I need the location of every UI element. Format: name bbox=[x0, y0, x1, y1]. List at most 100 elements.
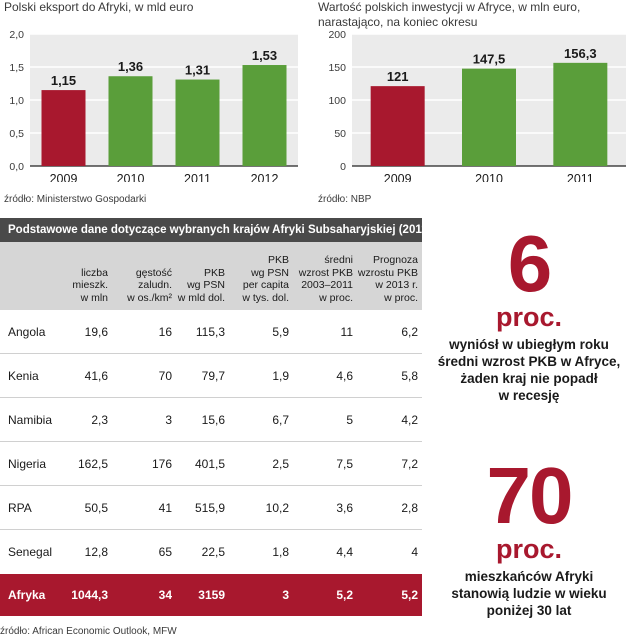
header-gdp: PKB wg PSN w mld dol. bbox=[177, 266, 225, 304]
x-tick-label: 2009 bbox=[50, 172, 78, 182]
table-cell: 41,6 bbox=[84, 368, 108, 383]
header-forecast: Prognoza wzrostu PKB w 2013 r. w proc. bbox=[357, 254, 418, 304]
table-total-row: Afryka 1044,3 34 3159 3 5,2 5,2 bbox=[0, 574, 422, 616]
table-cell: 4,2 bbox=[401, 412, 418, 427]
table-cell: 2,8 bbox=[401, 500, 418, 515]
table-cell: 5,9 bbox=[272, 324, 289, 339]
data-label: 1,31 bbox=[185, 63, 210, 78]
table-row: Nigeria 162,5 176 401,5 2,5 7,5 7,2 bbox=[0, 442, 422, 486]
table-cell: 5,8 bbox=[401, 368, 418, 383]
y-tick-label: 150 bbox=[328, 62, 346, 74]
bar bbox=[175, 79, 220, 166]
table-cell: 6,2 bbox=[401, 324, 418, 339]
y-tick-label: 100 bbox=[328, 95, 346, 107]
data-label: 147,5 bbox=[473, 52, 506, 67]
data-label: 121 bbox=[387, 69, 409, 84]
total-label: Afryka bbox=[8, 588, 46, 602]
y-tick-label: 0,5 bbox=[9, 128, 24, 140]
table-cell: 22,5 bbox=[201, 545, 225, 559]
table-cell: 11 bbox=[340, 324, 353, 339]
table-cell: 15,6 bbox=[201, 412, 225, 427]
table-cell: 10,2 bbox=[265, 500, 289, 515]
table-cell: 79,7 bbox=[201, 368, 225, 383]
table-header-row: liczba mieszk. w mln gęstość zaludn. w o… bbox=[0, 242, 422, 310]
y-tick-label: 1,5 bbox=[9, 62, 24, 74]
data-label: 156,3 bbox=[564, 46, 597, 61]
table-cell: 70 bbox=[158, 368, 172, 383]
chart1-title: Polski eksport do Afryki, w mld euro bbox=[4, 0, 194, 14]
table-cell: 1,8 bbox=[272, 545, 289, 559]
table-cell: 50,5 bbox=[84, 500, 108, 515]
x-tick-label: 2009 bbox=[384, 172, 412, 182]
stat-young-population: 70 proc. mieszkańców Afryki stanowią lud… bbox=[428, 451, 630, 619]
chart2-source: źródło: NBP bbox=[318, 194, 372, 205]
bar bbox=[108, 76, 153, 166]
table-row: Kenia 41,6 70 79,7 1,9 4,6 5,8 bbox=[0, 354, 422, 398]
table-cell: 515,9 bbox=[194, 500, 225, 515]
table-title: Podstawowe dane dotyczące wybranych kraj… bbox=[0, 218, 431, 242]
chart1-source: źródło: Ministerstwo Gospodarki bbox=[4, 194, 147, 205]
stat-gdp-growth: 6 proc. wyniósł w ubiegłym roku średni w… bbox=[428, 219, 630, 404]
data-label: 1,53 bbox=[252, 48, 277, 63]
y-tick-label: 2,0 bbox=[9, 29, 24, 41]
stat-description: mieszkańców Afryki stanowią ludzie w wie… bbox=[451, 569, 607, 618]
table-cell: 4,6 bbox=[336, 368, 353, 383]
country-name: RPA bbox=[8, 500, 32, 515]
x-tick-label: 2011 bbox=[567, 172, 594, 182]
x-tick-label: 2010 bbox=[475, 172, 503, 182]
table-cell: 115,3 bbox=[195, 324, 225, 339]
y-tick-label: 0 bbox=[340, 161, 346, 173]
table-cell: 401,5 bbox=[194, 456, 225, 471]
table-row: Namibia 2,3 3 15,6 6,7 5 4,2 bbox=[0, 398, 422, 442]
header-country bbox=[0, 242, 62, 310]
investment-bar-chart: 0 50 100 150 200 121 2009 147,5 2010 156,3 2011 bbox=[328, 29, 626, 182]
header-population: liczba mieszk. w mln bbox=[72, 266, 108, 304]
stat-number: 70 bbox=[486, 451, 574, 540]
table-cell: 1,9 bbox=[272, 368, 289, 383]
table-row: RPA 50,5 41 515,9 10,2 3,6 2,8 bbox=[0, 486, 422, 530]
table-cell: 162,5 bbox=[77, 456, 108, 471]
table-cell: 7,2 bbox=[401, 456, 418, 471]
table-cell: 5 bbox=[346, 412, 353, 427]
table-cell: 7,5 bbox=[336, 456, 353, 471]
export-bar-chart: 0,0 0,5 1,0 1,5 2,0 1,15 2009 1,36 2010 1,31 2011 1… bbox=[9, 29, 298, 182]
table-cell: 5,2 bbox=[336, 588, 353, 602]
table-cell: 12,8 bbox=[84, 545, 108, 559]
table-cell: 16 bbox=[158, 324, 172, 339]
table-cell: 2,5 bbox=[272, 456, 289, 471]
table-cell: 3,6 bbox=[336, 500, 353, 515]
stat-number: 6 bbox=[507, 219, 553, 308]
y-tick-label: 1,0 bbox=[9, 95, 24, 107]
table-cell: 176 bbox=[151, 456, 172, 471]
chart2-title: Wartość polskich inwestycji w Afryce, w … bbox=[318, 0, 581, 29]
data-label: 1,15 bbox=[51, 73, 76, 88]
stat-unit: proc. bbox=[495, 302, 562, 332]
table-cell: 6,7 bbox=[272, 412, 289, 427]
data-label: 1,36 bbox=[118, 59, 143, 74]
stat-description: wyniósł w ubiegłym roku średni wzrost PK… bbox=[437, 337, 621, 403]
table-body: Angola 19,6 16 115,3 5,9 11 6,2 Kenia 41… bbox=[0, 310, 422, 616]
country-name: Senegal bbox=[8, 545, 53, 559]
header-gdp-per-capita: PKB wg PSN per capita w tys. dol. bbox=[242, 254, 289, 304]
table-cell: 1044,3 bbox=[71, 588, 108, 602]
table-cell: 3 bbox=[165, 412, 172, 427]
country-name: Kenia bbox=[8, 368, 39, 383]
table-source: źródło: African Economic Outlook, MFW bbox=[0, 626, 177, 637]
header-density: gęstość zaludn. w os./km² bbox=[127, 266, 172, 304]
x-tick-label: 2011 bbox=[184, 172, 211, 182]
bar bbox=[462, 68, 516, 166]
x-tick-label: 2010 bbox=[117, 172, 145, 182]
stat-unit: proc. bbox=[495, 534, 562, 564]
table-cell: 4,4 bbox=[336, 545, 353, 559]
table-cell: 65 bbox=[158, 545, 172, 559]
africa-data-table: Podstawowe dane dotyczące wybranych kraj… bbox=[0, 218, 431, 616]
bar bbox=[41, 90, 86, 166]
country-name: Angola bbox=[8, 324, 46, 339]
table-cell: 34 bbox=[158, 588, 172, 602]
y-tick-label: 50 bbox=[334, 128, 346, 140]
table-cell: 41 bbox=[158, 500, 172, 515]
table-cell: 4 bbox=[411, 545, 418, 559]
header-avg-growth: średni wzrost PKB 2003–2011 w proc. bbox=[298, 254, 353, 304]
table-row: Senegal 12,8 65 22,5 1,8 4,4 4 bbox=[0, 530, 422, 574]
bar bbox=[553, 62, 608, 167]
